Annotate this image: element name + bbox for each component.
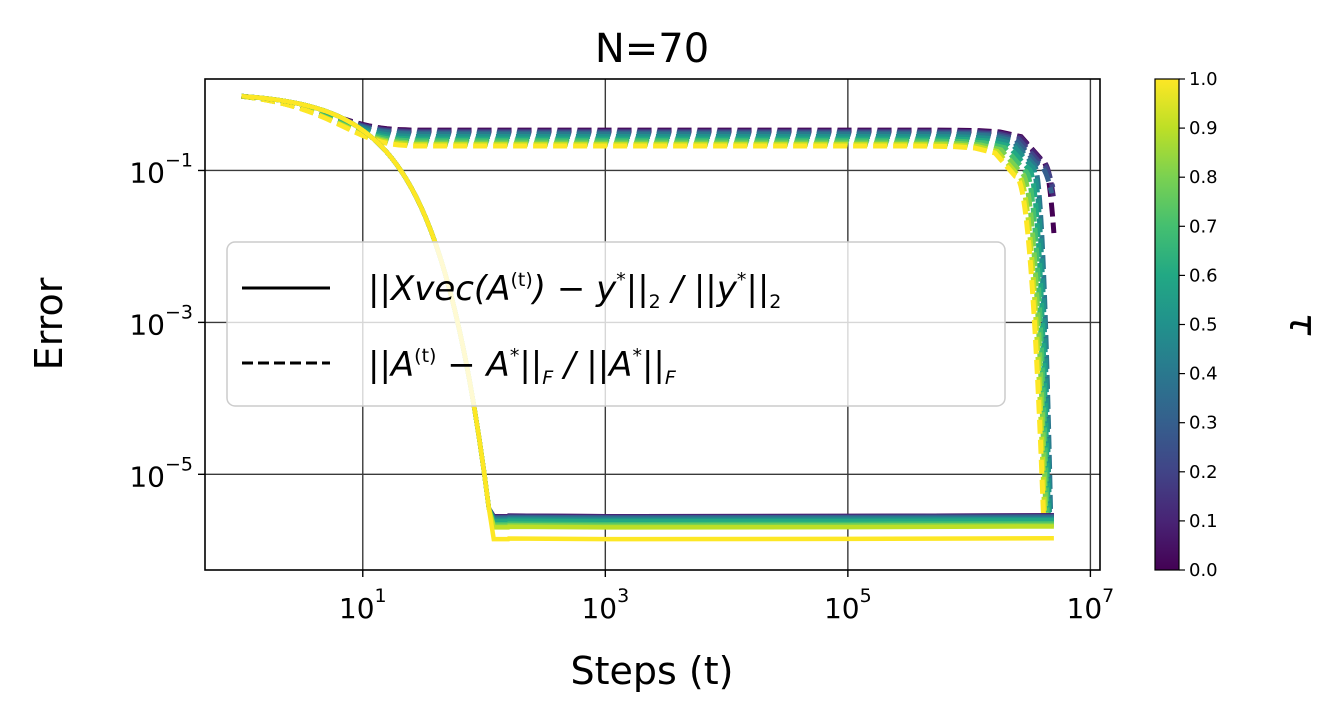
colorbar-tick-label: 0.5 — [1189, 315, 1218, 336]
colorbar-ticks: 0.0 0.1 0.2 0.3 0.4 0.5 0.6 0.7 0.8 0.9 1.0 — [1179, 69, 1218, 581]
colorbar-tick-label: 0.9 — [1189, 118, 1218, 139]
y-tick-label: 10−5 — [129, 453, 193, 493]
y-tick-label: 10−3 — [129, 301, 193, 341]
legend-box — [226, 241, 1006, 407]
colorbar-tick-label: 0.3 — [1189, 413, 1218, 434]
plot-frame — [204, 78, 1101, 571]
ticks: 101 103 105 107 10−1 10−3 10−5 — [129, 149, 1114, 625]
colorbar-tick-label: 0.4 — [1189, 364, 1218, 385]
colorbar-gradient — [1154, 78, 1180, 571]
colorbar-tick-label: 0.8 — [1189, 167, 1218, 188]
x-tick-label: 105 — [824, 585, 872, 625]
colorbar-tick-label: 1.0 — [1189, 69, 1218, 90]
x-tick-label: 103 — [581, 585, 629, 625]
colorbar-tick-label: 0.6 — [1189, 265, 1218, 286]
legend-label-residual: ||Xvec(A(t)) − y*||2 / ||y*||2 — [368, 269, 781, 313]
series-line-relative-residual — [241, 93, 1054, 542]
colorbar-tick-label: 0.1 — [1189, 511, 1218, 532]
y-tick-label: 10−1 — [129, 149, 193, 189]
x-tick-label: 107 — [1067, 585, 1115, 625]
colorbar-tick-label: 0.2 — [1189, 462, 1218, 483]
colorbar-label: τ — [1281, 313, 1325, 337]
x-tick-label: 101 — [339, 585, 387, 625]
x-axis-label: Steps (t) — [571, 649, 734, 693]
legend: ||Xvec(A(t)) − y*||2 / ||y*||2 ||A(t) − … — [226, 241, 1006, 407]
colorbar-tick-label: 0.7 — [1189, 216, 1218, 237]
colorbar-tick-label: 0.0 — [1189, 560, 1218, 581]
series-line-parameter-error — [241, 93, 1046, 515]
chart-title: N=70 — [595, 26, 709, 72]
legend-label-parameter: ||A(t) − A*||F / ||A*||F — [368, 345, 677, 389]
y-axis-label: Error — [27, 277, 71, 370]
series-layer — [241, 93, 1057, 542]
colorbar: 0.0 0.1 0.2 0.3 0.4 0.5 0.6 0.7 0.8 0.9 1.0 τ — [1154, 69, 1325, 581]
